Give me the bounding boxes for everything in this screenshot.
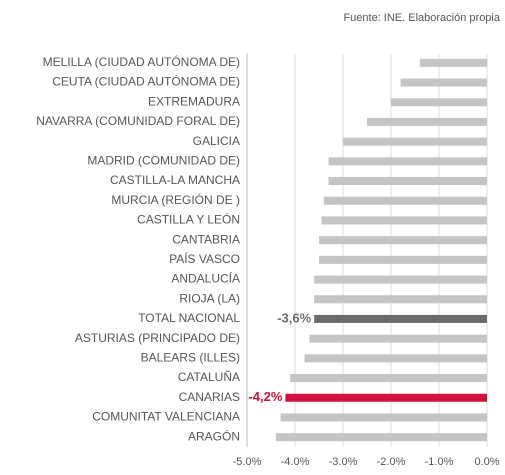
value-label: -3,6% [277,310,311,325]
bar [343,137,487,146]
x-tick-label: -1.0% [425,456,454,468]
y-tick-label: RIOJA (LA) [179,291,240,305]
y-tick-label: ASTURIAS (PRINCIPADO DE) [75,331,240,345]
y-tick-label: PAÍS VASCO [169,251,240,266]
bar [319,236,487,245]
bar [275,433,487,442]
y-tick-label: EXTREMADURA [148,94,240,108]
y-tick-label: CANARIAS [179,390,240,404]
y-tick-label: NAVARRA (COMUNIDAD FORAL DE) [36,114,240,128]
x-tick-label: 0.0% [474,456,499,468]
x-tick-label: -5.0% [233,456,262,468]
x-tick-label: -3.0% [329,456,358,468]
y-tick-label: TOTAL NACIONAL [138,311,240,325]
bar [285,393,487,402]
bar [314,295,487,304]
bar [280,413,487,422]
bar [304,354,487,363]
y-tick-label: COMUNITAT VALENCIANA [92,410,240,424]
bar [328,177,487,186]
bar [323,196,487,205]
bar [319,255,487,264]
bar [314,275,487,284]
y-tick-label: GALICIA [193,134,240,148]
y-tick-label: MELILLA (CIUDAD AUTÓNOMA DE) [43,54,240,69]
bar [367,117,487,126]
x-tick-label: -4.0% [281,456,310,468]
bar [400,78,487,87]
bar [419,58,487,67]
bar [391,98,487,107]
y-tick-label: BALEARS (ILLES) [141,351,240,365]
y-tick-label: MADRID (COMUNIDAD DE) [87,154,240,168]
bar [314,314,487,323]
bar [328,157,487,166]
y-tick-label: ARAGÓN [188,428,240,443]
bar [309,334,487,343]
bar [321,216,487,225]
x-tick-label: -2.0% [377,456,406,468]
y-tick-label: ANDALUCÍA [171,271,240,286]
value-label: -4,2% [248,389,282,404]
y-tick-label: CANTABRIA [172,232,240,246]
y-tick-label: CASTILLA Y LEÓN [137,212,240,227]
bar [290,374,487,383]
y-tick-label: CATALUÑA [178,370,240,384]
source: Fuente: INE. Elaboración propia [343,12,500,24]
y-tick-label: MURCIA (REGIÓN DE ) [111,192,240,207]
y-tick-label: CEUTA (CIUDAD AUTÓNOMA DE) [52,74,240,89]
y-tick-label: CASTILLA-LA MANCHA [110,173,240,187]
